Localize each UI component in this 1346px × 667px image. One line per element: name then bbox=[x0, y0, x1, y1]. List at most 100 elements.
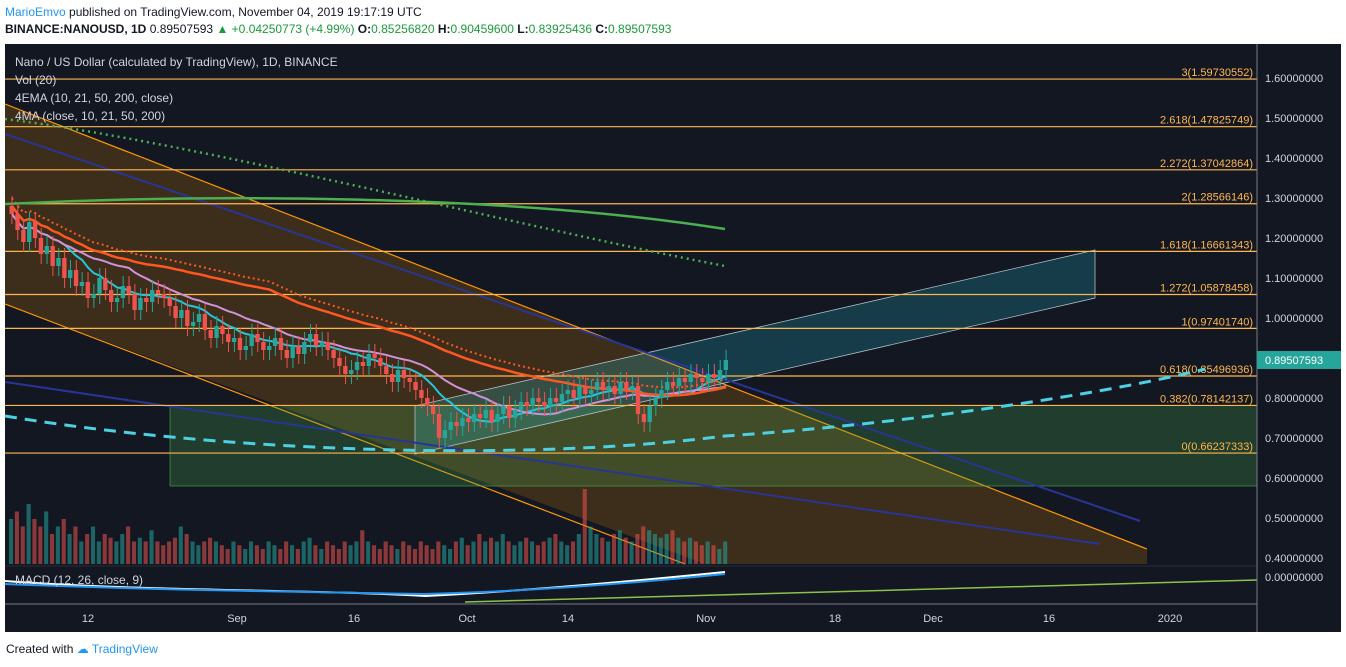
volume-bar bbox=[26, 504, 31, 564]
volume-bar bbox=[360, 530, 365, 564]
candle-body bbox=[401, 370, 407, 378]
candle-body bbox=[395, 370, 401, 382]
x-tick-label: Oct bbox=[458, 613, 475, 625]
volume-bar bbox=[243, 549, 248, 564]
candle-body bbox=[524, 402, 529, 406]
volume-bar bbox=[336, 549, 341, 564]
volume-bar bbox=[448, 549, 453, 564]
volume-bar bbox=[436, 541, 441, 564]
volume-bar bbox=[377, 549, 382, 564]
candle-body bbox=[267, 346, 272, 350]
close-value: 0.89507593 bbox=[608, 22, 672, 36]
fib-label: 2(1.28566146) bbox=[1181, 192, 1253, 204]
volume-bar bbox=[717, 549, 722, 564]
candle-body bbox=[208, 330, 213, 338]
y-tick-label: 1.00000000 bbox=[1265, 313, 1323, 325]
y-tick-label: 1.10000000 bbox=[1265, 273, 1323, 285]
tradingview-brand[interactable]: TradingView bbox=[91, 642, 158, 656]
price-chart[interactable]: 3(1.59730552) 2.618(1.47825749) 2.272(1.37… bbox=[5, 44, 1341, 632]
volume-bar bbox=[576, 534, 581, 564]
candle-body bbox=[284, 350, 289, 358]
candle-body bbox=[73, 270, 79, 286]
volume-bar bbox=[14, 511, 19, 564]
candle-body bbox=[635, 386, 641, 414]
volume-bar bbox=[389, 545, 394, 564]
volume-bar bbox=[611, 534, 617, 564]
up-arrow-icon: ▲ bbox=[216, 22, 229, 36]
volume-bar bbox=[430, 549, 435, 564]
chart-area[interactable]: 3(1.59730552) 2.618(1.47825749) 2.272(1.37… bbox=[5, 44, 1341, 632]
last-price-badge bbox=[1257, 350, 1341, 369]
volume-bar bbox=[541, 541, 546, 564]
volume-bar bbox=[682, 541, 687, 564]
channel-upper-line bbox=[5, 103, 1148, 550]
candle-body bbox=[202, 314, 208, 330]
volume-bar bbox=[231, 541, 236, 564]
volume-bar bbox=[629, 541, 634, 564]
high-label: H: bbox=[437, 22, 451, 36]
tradingview-logo-icon: ☁ bbox=[76, 642, 89, 656]
candle-body bbox=[501, 406, 506, 414]
candle-body bbox=[618, 382, 623, 394]
indicator-legend: Nano / US Dollar (calculated by TradingV… bbox=[15, 53, 338, 125]
candle-body bbox=[249, 334, 254, 346]
change-text: +0.04250773 (+4.99%) bbox=[231, 22, 355, 36]
candle-body bbox=[430, 406, 436, 414]
candle-body bbox=[278, 338, 284, 350]
candle-body bbox=[536, 398, 541, 402]
candle-body bbox=[495, 414, 500, 422]
candle-body bbox=[214, 326, 219, 338]
volume-bar bbox=[278, 549, 283, 564]
volume-bar bbox=[79, 541, 84, 564]
candle-body bbox=[372, 354, 377, 358]
candle-body bbox=[272, 338, 278, 346]
volume-bar bbox=[307, 537, 312, 564]
candle-body bbox=[571, 390, 576, 398]
candle-body bbox=[425, 398, 430, 406]
price-axis bbox=[1257, 44, 1341, 632]
candle-body bbox=[91, 294, 96, 298]
candle-body bbox=[237, 338, 243, 350]
volume-bar bbox=[418, 541, 423, 564]
candle-body bbox=[629, 386, 635, 390]
fib-label: 0.382(0.78142137) bbox=[1160, 393, 1253, 405]
candle-body bbox=[624, 382, 629, 390]
candle-body bbox=[167, 298, 172, 306]
candle-body bbox=[226, 334, 231, 342]
legend-ma[interactable]: 4MA (close, 10, 21, 50, 200) bbox=[15, 109, 166, 123]
legend-ema[interactable]: 4EMA (10, 21, 50, 200, close) bbox=[15, 91, 174, 105]
candle-body bbox=[483, 410, 488, 418]
volume-bar bbox=[184, 534, 189, 564]
low-value: 0.83925436 bbox=[528, 22, 593, 36]
volume-bar bbox=[85, 534, 90, 564]
volume-bar bbox=[547, 537, 552, 564]
volume-bar bbox=[442, 545, 447, 564]
candle-body bbox=[231, 338, 237, 342]
volume-bar bbox=[524, 537, 529, 564]
volume-bar bbox=[114, 541, 119, 564]
volume-bar bbox=[155, 541, 160, 564]
candle-body bbox=[79, 282, 85, 286]
legend-vol[interactable]: Vol (20) bbox=[15, 73, 57, 87]
candle-body bbox=[68, 270, 73, 278]
volume-bar bbox=[172, 537, 177, 564]
candle-body bbox=[419, 390, 424, 398]
volume-bar bbox=[494, 541, 499, 564]
candle-body bbox=[319, 342, 325, 346]
candle-body bbox=[325, 342, 330, 350]
fib-label: 1(0.97401740) bbox=[1181, 316, 1253, 328]
volume-bar bbox=[407, 545, 412, 564]
candle-body bbox=[138, 298, 143, 310]
candle-body bbox=[179, 310, 184, 318]
volume-bar bbox=[647, 530, 652, 564]
volume-bar bbox=[570, 541, 576, 564]
volume-bar bbox=[535, 545, 540, 564]
candle-body bbox=[594, 382, 600, 390]
candle-body bbox=[612, 386, 617, 394]
volume-bar bbox=[202, 541, 207, 564]
candle-body bbox=[577, 386, 582, 398]
signal-line bbox=[5, 573, 726, 596]
volume-bar bbox=[149, 530, 154, 564]
candle-body bbox=[21, 230, 26, 242]
author-link[interactable]: MarioEmvo bbox=[5, 5, 66, 19]
